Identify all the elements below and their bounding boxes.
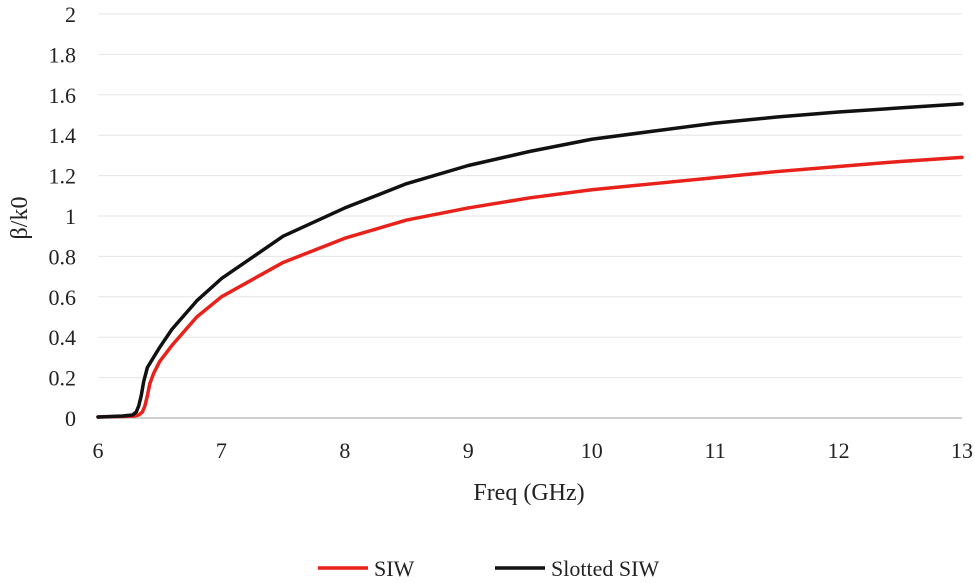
y-axis-title: β/k0	[7, 197, 33, 240]
legend-label: SIW	[374, 556, 415, 581]
y-tick-label: 0.4	[49, 325, 77, 350]
legend: SIW Slotted SIW	[318, 556, 659, 581]
x-tick-label: 9	[463, 438, 474, 463]
y-tick-label: 1	[65, 204, 76, 229]
y-axis-ticks: 0 0.2 0.4 0.6 0.8 1 1.2 1.4 1.6 1.8 2	[49, 2, 77, 431]
legend-label: Slotted SIW	[551, 556, 659, 581]
y-tick-label: 0.2	[49, 366, 77, 391]
y-tick-label: 0.6	[49, 285, 77, 310]
x-tick-label: 6	[93, 438, 104, 463]
x-tick-label: 10	[581, 438, 603, 463]
series-lines	[96, 102, 964, 419]
y-tick-label: 1.6	[49, 83, 77, 108]
x-axis-title: Freq (GHz)	[473, 480, 584, 506]
series-line-siw	[96, 155, 964, 419]
series-line-slotted-siw	[96, 102, 964, 419]
x-tick-label: 8	[339, 438, 350, 463]
x-tick-label: 13	[951, 438, 973, 463]
grid-lines	[98, 13, 962, 379]
x-tick-label: 7	[216, 438, 227, 463]
y-tick-label: 0	[65, 406, 76, 431]
y-tick-label: 0.8	[49, 244, 77, 269]
y-tick-label: 1.2	[49, 164, 77, 189]
y-tick-label: 1.4	[49, 123, 77, 148]
y-tick-label: 1.8	[49, 42, 77, 67]
x-tick-label: 12	[828, 438, 850, 463]
x-tick-label: 11	[705, 438, 726, 463]
x-axis-ticks: 6 7 8 9 10 11 12 13	[93, 438, 974, 463]
y-tick-label: 2	[65, 2, 76, 27]
